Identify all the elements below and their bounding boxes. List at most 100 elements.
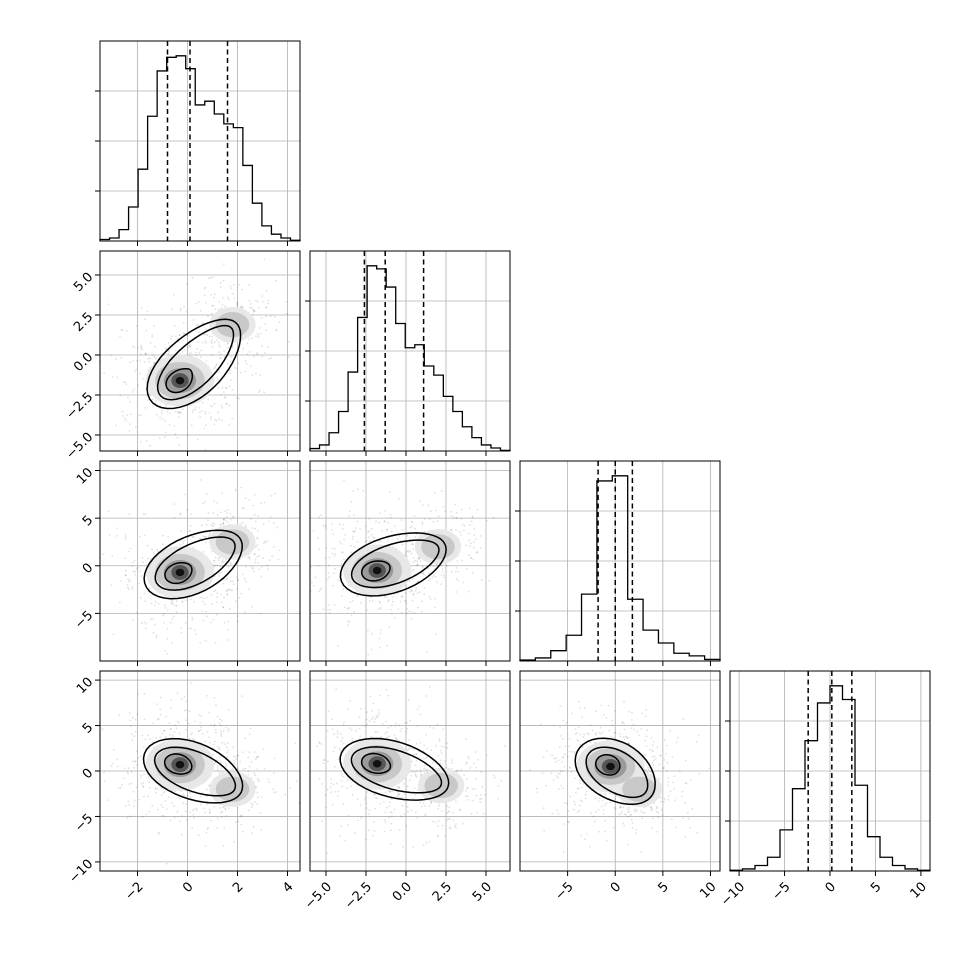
sample-point bbox=[256, 353, 258, 356]
sample-point bbox=[198, 406, 201, 409]
sample-point bbox=[604, 820, 606, 822]
sample-point bbox=[440, 490, 443, 492]
sample-point bbox=[347, 814, 350, 817]
density-core-1-0-4 bbox=[175, 376, 185, 385]
sample-point bbox=[248, 350, 251, 353]
sample-point bbox=[641, 712, 644, 715]
sample-point bbox=[620, 810, 623, 813]
sample-point bbox=[201, 401, 204, 404]
sample-point bbox=[402, 782, 405, 785]
sample-point bbox=[644, 715, 647, 718]
sample-point bbox=[365, 609, 368, 611]
sample-point bbox=[379, 803, 382, 805]
sample-point bbox=[220, 393, 222, 396]
sample-point bbox=[469, 507, 471, 510]
sample-point bbox=[222, 606, 225, 609]
sample-point bbox=[333, 555, 336, 557]
sample-point bbox=[557, 787, 560, 790]
sample-point bbox=[557, 759, 560, 762]
sample-point bbox=[189, 346, 192, 348]
sample-point bbox=[210, 416, 212, 418]
sample-point bbox=[631, 822, 634, 824]
sample-point bbox=[218, 772, 221, 774]
sample-point bbox=[576, 732, 579, 734]
sample-point bbox=[129, 361, 132, 364]
sample-point bbox=[216, 827, 219, 829]
sample-point bbox=[209, 277, 212, 279]
sample-point bbox=[174, 724, 177, 727]
sample-point bbox=[232, 746, 235, 749]
sample-point bbox=[216, 592, 219, 594]
sample-point bbox=[262, 748, 265, 751]
sample-point bbox=[134, 718, 137, 721]
sample-point bbox=[259, 333, 262, 335]
sample-point bbox=[579, 782, 582, 785]
histogram-0 bbox=[99, 55, 301, 241]
sample-point bbox=[551, 754, 553, 757]
sample-point bbox=[602, 813, 605, 816]
sample-point bbox=[147, 557, 149, 560]
sample-point bbox=[570, 712, 573, 715]
sample-point bbox=[448, 810, 451, 813]
sample-point bbox=[630, 719, 633, 721]
sample-point bbox=[176, 604, 178, 607]
sample-point bbox=[172, 735, 175, 738]
sample-point bbox=[408, 538, 411, 541]
sample-point bbox=[226, 512, 229, 514]
sample-point bbox=[208, 534, 211, 537]
sample-point bbox=[414, 559, 417, 562]
sample-point bbox=[314, 576, 317, 579]
sample-point bbox=[255, 786, 257, 788]
sample-point bbox=[682, 718, 685, 721]
sample-point bbox=[133, 767, 136, 769]
sample-point bbox=[394, 722, 397, 725]
sample-point bbox=[168, 722, 171, 725]
sample-point bbox=[384, 811, 387, 814]
sample-point bbox=[398, 829, 401, 831]
sample-point bbox=[262, 523, 265, 525]
sample-point bbox=[196, 438, 199, 441]
sample-point bbox=[340, 542, 343, 545]
sample-point bbox=[183, 709, 186, 712]
sample-point bbox=[195, 351, 198, 354]
sample-point bbox=[462, 581, 465, 584]
sample-point bbox=[322, 762, 325, 764]
sample-point bbox=[258, 779, 260, 781]
sample-point bbox=[251, 307, 254, 310]
sample-point bbox=[428, 518, 431, 521]
sample-point bbox=[189, 733, 192, 736]
sample-point bbox=[179, 513, 181, 515]
x-tick-label-col3-3: 5 bbox=[868, 879, 884, 895]
sample-point bbox=[579, 799, 582, 802]
sample-point bbox=[268, 781, 271, 783]
sample-point bbox=[227, 588, 230, 591]
sample-point bbox=[260, 829, 263, 831]
sample-point bbox=[226, 751, 228, 754]
sample-point bbox=[465, 790, 467, 792]
density-core-2-0-4 bbox=[175, 568, 185, 577]
sample-point bbox=[241, 521, 244, 524]
sample-point bbox=[371, 718, 373, 721]
sample-point bbox=[631, 827, 634, 829]
sample-point bbox=[415, 759, 418, 762]
sample-point bbox=[562, 719, 565, 722]
sample-point bbox=[213, 341, 216, 343]
sample-point bbox=[235, 758, 238, 760]
sample-point bbox=[226, 593, 229, 596]
sample-point bbox=[412, 568, 415, 571]
sample-point bbox=[232, 583, 235, 585]
sample-point bbox=[613, 737, 615, 739]
contour-2-0-1 bbox=[154, 536, 236, 591]
sample-point bbox=[593, 820, 596, 823]
sample-point bbox=[119, 335, 121, 338]
sample-point bbox=[627, 742, 630, 745]
sample-point bbox=[233, 297, 236, 300]
sample-point bbox=[473, 534, 476, 536]
scatter-inner-3-1 bbox=[310, 671, 510, 871]
sample-point bbox=[174, 605, 177, 607]
sample-point bbox=[684, 782, 687, 785]
sample-point bbox=[387, 726, 390, 729]
sample-point bbox=[124, 533, 127, 536]
sample-point bbox=[566, 802, 568, 805]
